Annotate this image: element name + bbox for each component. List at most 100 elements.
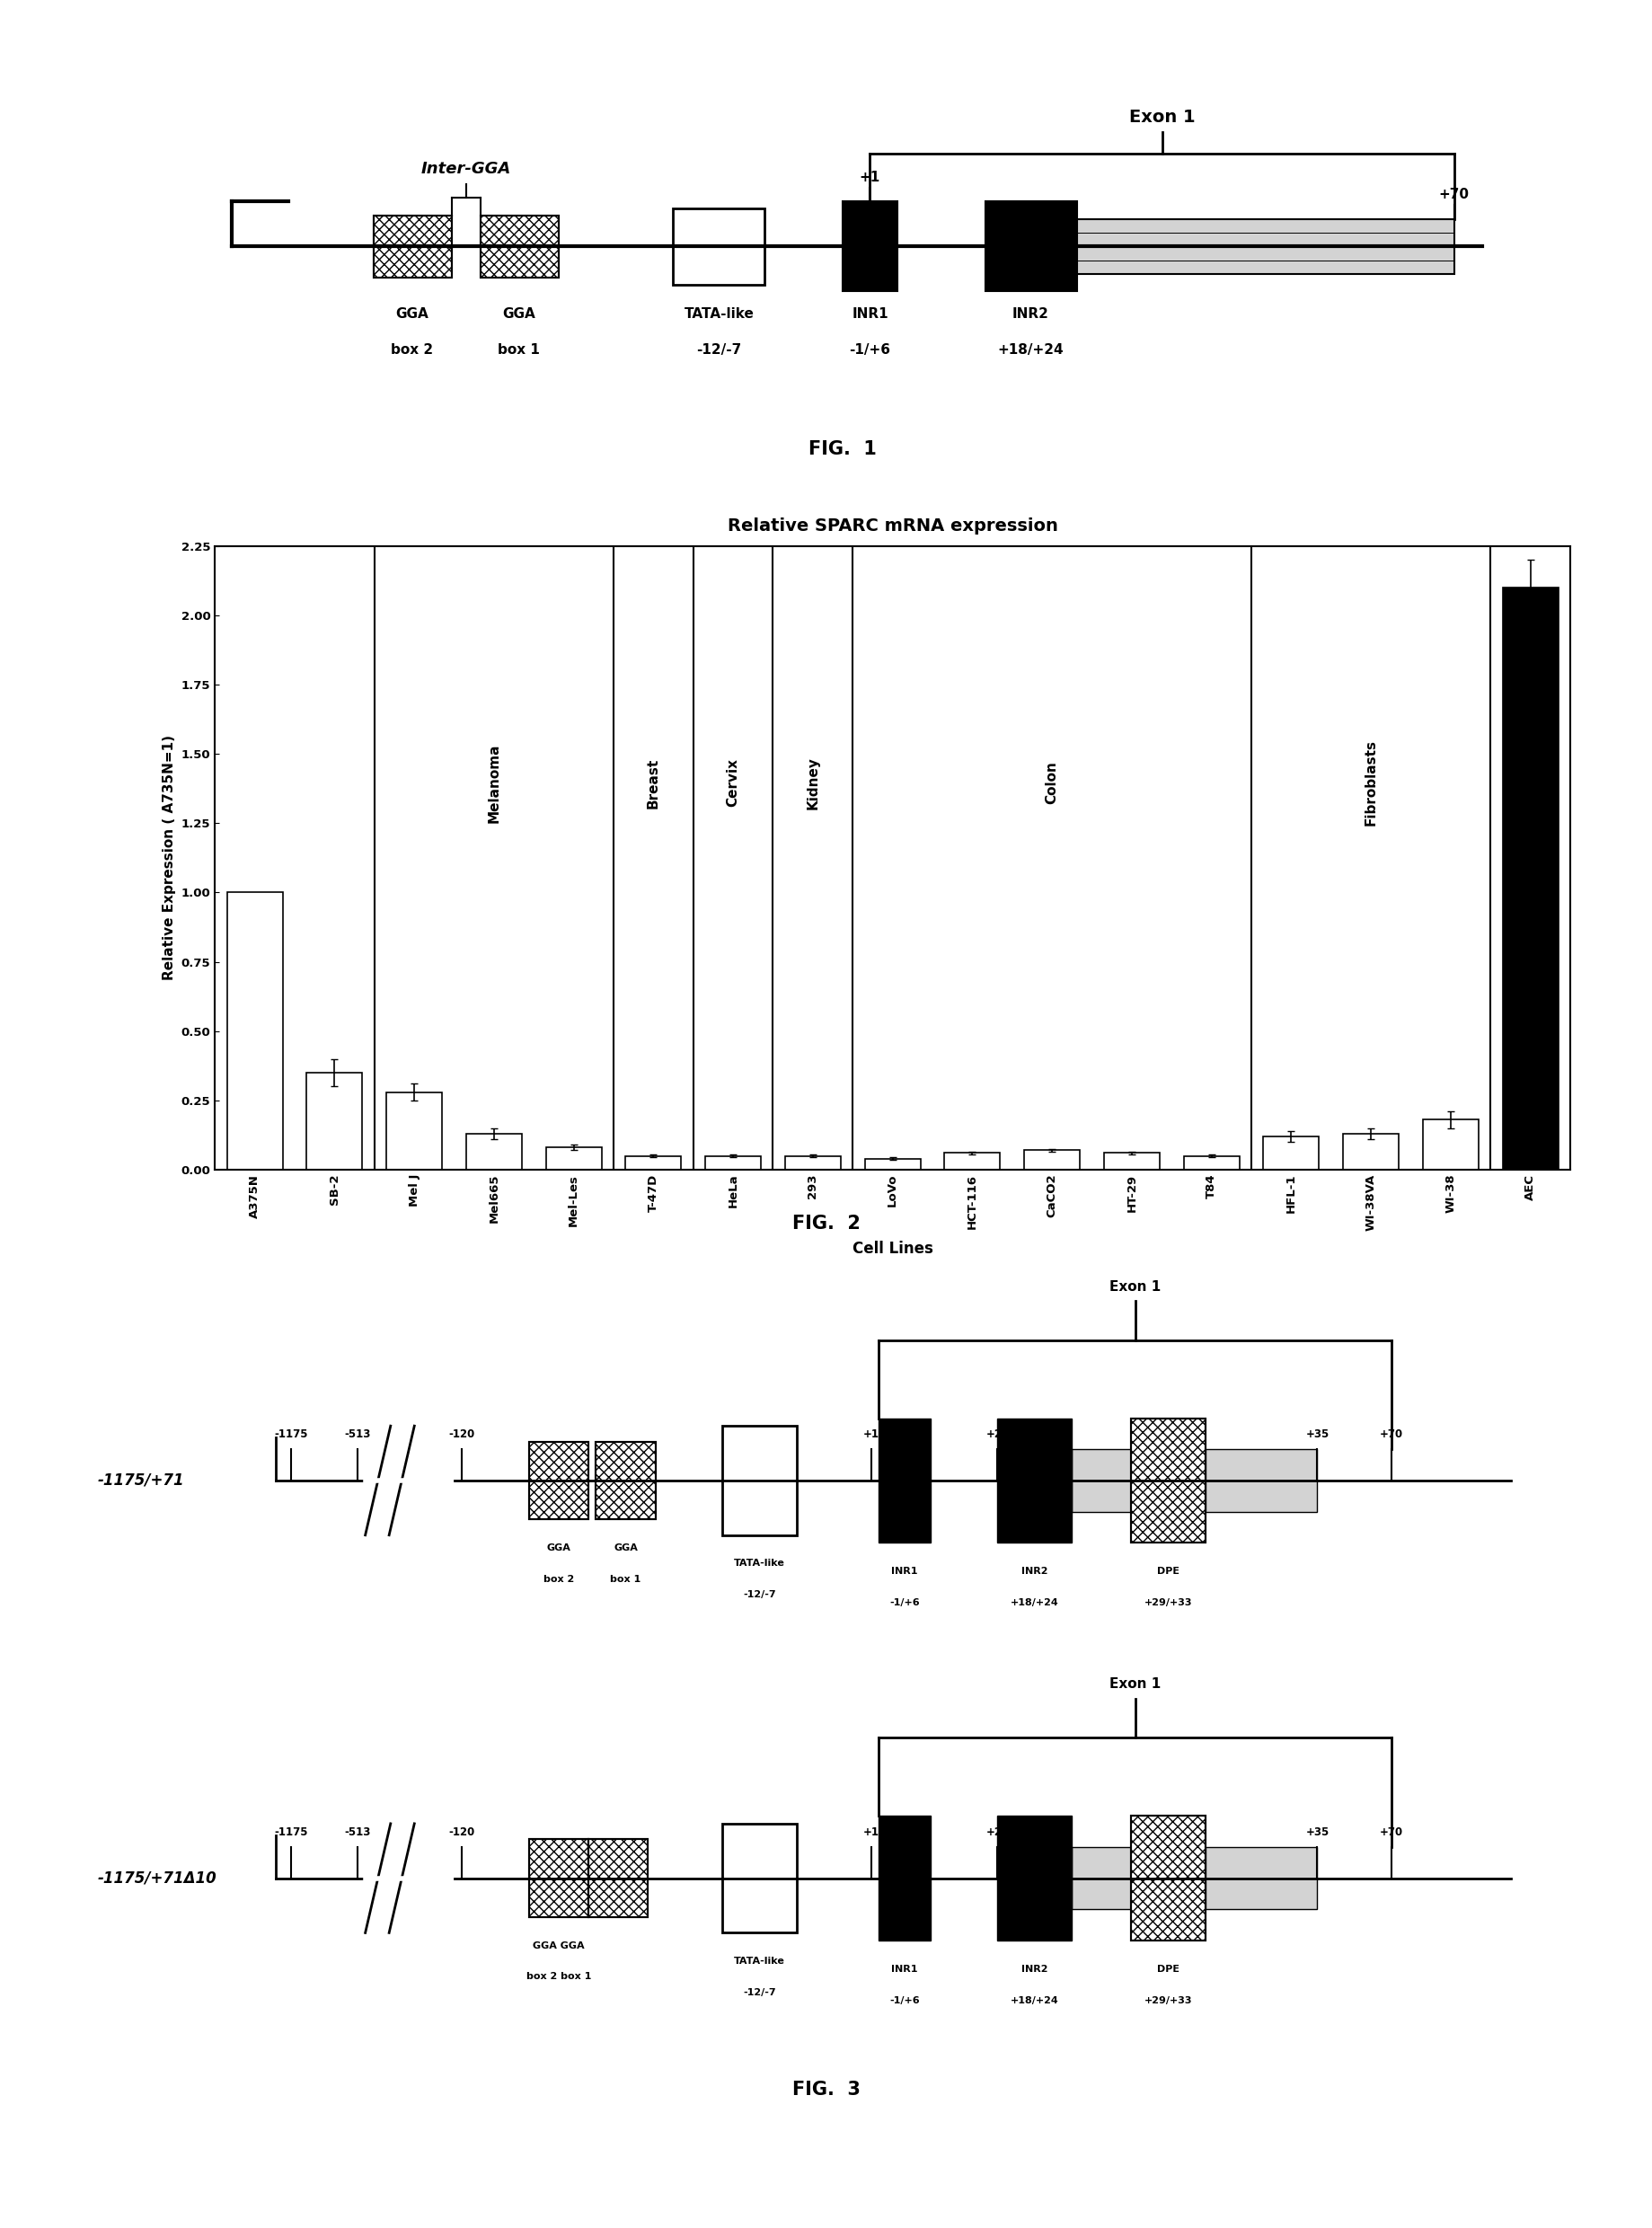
Bar bbox=[1262, 1136, 1318, 1170]
Text: +35: +35 bbox=[1305, 1827, 1328, 1838]
Bar bbox=[1502, 588, 1558, 1170]
Bar bbox=[1343, 1134, 1398, 1170]
Bar bbox=[1072, 1847, 1130, 1909]
Text: DPE: DPE bbox=[1156, 1965, 1180, 1974]
Bar bbox=[1132, 1816, 1206, 1941]
Text: FIG.  3: FIG. 3 bbox=[791, 2081, 861, 2099]
Text: +1: +1 bbox=[859, 172, 881, 185]
Bar bbox=[529, 1442, 588, 1519]
Text: TATA-like: TATA-like bbox=[684, 307, 753, 321]
Text: +24: +24 bbox=[985, 1827, 1009, 1838]
Text: +24: +24 bbox=[985, 1428, 1009, 1439]
Bar bbox=[998, 1816, 1072, 1941]
Bar bbox=[1077, 218, 1454, 274]
Bar bbox=[306, 1072, 362, 1170]
Text: INR2: INR2 bbox=[1021, 1566, 1047, 1575]
Text: -513: -513 bbox=[345, 1827, 370, 1838]
X-axis label: Cell Lines: Cell Lines bbox=[852, 1241, 932, 1257]
Bar bbox=[624, 1156, 681, 1170]
Text: GGA: GGA bbox=[502, 307, 535, 321]
Bar bbox=[1132, 1419, 1206, 1542]
Title: Relative SPARC mRNA expression: Relative SPARC mRNA expression bbox=[727, 517, 1057, 535]
Text: DPE: DPE bbox=[1156, 1566, 1180, 1575]
Bar bbox=[596, 1442, 656, 1519]
Text: GGA: GGA bbox=[395, 307, 428, 321]
Text: INR2: INR2 bbox=[1011, 307, 1049, 321]
Text: +28: +28 bbox=[1029, 1827, 1054, 1838]
Text: GGA GGA: GGA GGA bbox=[532, 1941, 585, 1950]
Text: INR1: INR1 bbox=[890, 1965, 917, 1974]
Text: +1: +1 bbox=[862, 1827, 879, 1838]
Bar bbox=[1072, 1450, 1130, 1511]
Bar bbox=[1024, 1150, 1079, 1170]
Text: -12/-7: -12/-7 bbox=[743, 1591, 775, 1600]
Bar bbox=[1422, 1121, 1479, 1170]
Bar bbox=[545, 1147, 601, 1170]
Text: box 2 box 1: box 2 box 1 bbox=[525, 1972, 591, 1981]
Text: +18/+24: +18/+24 bbox=[998, 343, 1064, 356]
Bar bbox=[466, 1134, 522, 1170]
Text: +70: +70 bbox=[1379, 1428, 1403, 1439]
Text: +1: +1 bbox=[862, 1428, 879, 1439]
Bar bbox=[1132, 1816, 1206, 1941]
Text: GGA: GGA bbox=[547, 1544, 570, 1553]
Text: -120: -120 bbox=[449, 1827, 474, 1838]
Bar bbox=[588, 1838, 648, 1916]
Bar bbox=[529, 1838, 588, 1916]
Bar bbox=[1104, 1154, 1160, 1170]
Text: +28: +28 bbox=[1029, 1428, 1054, 1439]
Text: TATA-like: TATA-like bbox=[733, 1560, 785, 1569]
Text: Kidney: Kidney bbox=[806, 758, 819, 809]
Text: Cervix: Cervix bbox=[725, 760, 740, 807]
Text: INR2: INR2 bbox=[1021, 1965, 1047, 1974]
Bar bbox=[879, 1816, 930, 1941]
Bar bbox=[373, 216, 453, 278]
Text: -1175/+71Δ10: -1175/+71Δ10 bbox=[97, 1869, 216, 1887]
Text: -12/-7: -12/-7 bbox=[697, 343, 742, 356]
Text: +29/+33: +29/+33 bbox=[1143, 1996, 1193, 2005]
Text: -12/-7: -12/-7 bbox=[743, 1987, 775, 1996]
Text: box 1: box 1 bbox=[610, 1575, 641, 1584]
Text: -513: -513 bbox=[345, 1428, 370, 1439]
Bar bbox=[943, 1154, 999, 1170]
Bar bbox=[226, 893, 282, 1170]
Bar bbox=[373, 216, 453, 278]
Text: -1/+6: -1/+6 bbox=[889, 1996, 919, 2005]
Text: Colon: Colon bbox=[1044, 762, 1059, 804]
Bar bbox=[985, 201, 1077, 292]
Bar bbox=[529, 1838, 588, 1916]
Bar bbox=[596, 1442, 656, 1519]
Text: Inter-GGA: Inter-GGA bbox=[421, 160, 510, 178]
Text: box 2: box 2 bbox=[392, 343, 433, 356]
Text: +18/+24: +18/+24 bbox=[1009, 1996, 1059, 2005]
Text: -1175/+71: -1175/+71 bbox=[97, 1473, 185, 1488]
Text: -1175: -1175 bbox=[274, 1428, 307, 1439]
Text: INR1: INR1 bbox=[851, 307, 887, 321]
Text: box 1: box 1 bbox=[497, 343, 540, 356]
Bar bbox=[1183, 1156, 1239, 1170]
Bar bbox=[722, 1823, 796, 1932]
Bar bbox=[1206, 1847, 1317, 1909]
Text: -1175: -1175 bbox=[274, 1827, 307, 1838]
Bar bbox=[481, 216, 558, 278]
Text: Exon 1: Exon 1 bbox=[1128, 109, 1194, 125]
Bar bbox=[864, 1159, 920, 1170]
Text: FIG.  2: FIG. 2 bbox=[791, 1214, 861, 1232]
Bar bbox=[705, 1156, 760, 1170]
Bar bbox=[722, 1426, 796, 1535]
Text: Endothelium: Endothelium bbox=[1523, 735, 1536, 831]
Bar bbox=[529, 1442, 588, 1519]
Text: TATA-like: TATA-like bbox=[733, 1956, 785, 1965]
Text: box 2: box 2 bbox=[544, 1575, 573, 1584]
Bar bbox=[481, 216, 558, 278]
Bar bbox=[785, 1156, 841, 1170]
Bar bbox=[387, 1092, 441, 1170]
Text: INR1: INR1 bbox=[890, 1566, 917, 1575]
Bar bbox=[879, 1419, 930, 1542]
Text: Fibroblasts: Fibroblasts bbox=[1363, 740, 1376, 827]
Bar bbox=[672, 209, 765, 285]
Bar bbox=[1206, 1450, 1317, 1511]
Bar bbox=[588, 1838, 648, 1916]
Text: +70: +70 bbox=[1379, 1827, 1403, 1838]
Text: Exon 1: Exon 1 bbox=[1108, 1279, 1160, 1292]
